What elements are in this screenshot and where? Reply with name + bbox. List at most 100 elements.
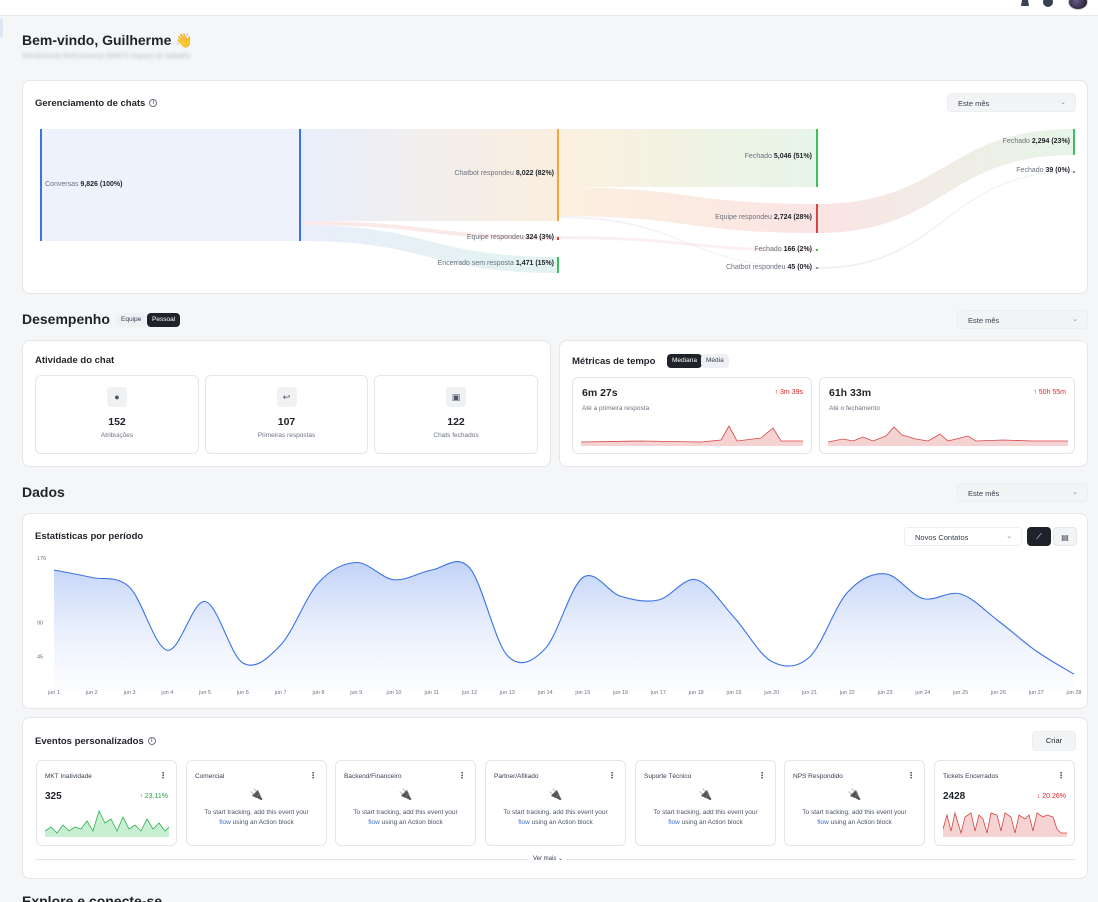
events-title: Eventos personalizados	[35, 736, 144, 747]
sankey-node	[816, 204, 818, 233]
plug-icon: 🔌	[249, 789, 264, 801]
sankey-node-label: Fechado 39 (0%)	[1016, 167, 1070, 174]
sankey-node	[816, 267, 818, 269]
y-tick-label: 90	[37, 621, 43, 627]
x-tick-label: jun 7	[274, 690, 287, 696]
toggle-equipe[interactable]: Equipe	[116, 313, 147, 327]
chats-management-title: Gerenciamento de chats	[35, 98, 146, 109]
line-chart-icon: ⟋	[1036, 532, 1042, 541]
sankey-node	[1073, 171, 1075, 173]
stat-primeiras-respostas: ↩ 107 Primeiras respostas	[205, 375, 368, 454]
dados-period-select[interactable]: Este mês ⌄	[957, 483, 1088, 502]
metric-select[interactable]: Novos Contatos ⌄	[904, 527, 1022, 546]
chevron-down-icon: ⌄	[558, 856, 564, 862]
area-chart: 176 90 45 jun 1 jun 2 jun 3 jun 4 jun 5 jun 6 ju…	[37, 556, 1082, 696]
sankey-node-label: Fechado 166 (2%)	[754, 246, 812, 253]
event-card: MKT Inatividade ⋮ 325 ↑ 23.11%	[36, 760, 177, 846]
plug-icon: 🔌	[548, 789, 563, 801]
x-tick-label: jun 2	[85, 690, 98, 696]
sankey-node	[557, 237, 559, 240]
sankey-flow	[300, 129, 558, 221]
sparkline	[943, 811, 1067, 837]
sankey-flow	[558, 216, 817, 269]
bell-icon[interactable]	[1020, 0, 1030, 8]
sparkline	[581, 425, 803, 446]
flow-link[interactable]: flow	[518, 819, 530, 826]
flow-link[interactable]: flow	[368, 819, 380, 826]
stats-title: Estatísticas por período	[35, 531, 144, 542]
x-tick-label: jun 27	[1028, 690, 1044, 696]
x-tick-label: jun 20	[763, 690, 779, 696]
toggle-mediana[interactable]: Mediana	[667, 354, 702, 368]
sankey-node-label: Fechado 2,294 (23%)	[1002, 138, 1070, 145]
event-card: Backend/Financeiro ⋮ 🔌 To start tracking…	[335, 760, 476, 846]
x-tick-label: jun 11	[423, 690, 439, 696]
more-icon[interactable]: ⋮	[907, 771, 915, 780]
x-tick-label: jun 24	[914, 690, 930, 696]
x-tick-label: jun 17	[650, 690, 666, 696]
sankey-node-label: Conversas 9,826 (100%)	[45, 181, 123, 188]
stat-chats-fechados: ▣ 122 Chats fechados	[374, 375, 538, 454]
x-tick-label: jun 4	[160, 690, 173, 696]
plug-icon: 🔌	[847, 789, 862, 801]
chevron-down-icon: ⌄	[1072, 489, 1078, 496]
flow-link[interactable]: flow	[817, 819, 829, 826]
metricas-card: Métricas de tempo Mediana Média 6m 27s A…	[559, 340, 1088, 467]
more-icon[interactable]: ⋮	[309, 771, 317, 780]
sankey-node	[557, 129, 559, 221]
flow-link[interactable]: flow	[219, 819, 231, 826]
workspace-subtitle: Atendimento BotConversa 309875 espaço de…	[22, 53, 191, 60]
event-card: Tickets Encerrados ⋮ 2428 ↓ 20.26%	[934, 760, 1075, 846]
x-tick-label: jun 18	[688, 690, 704, 696]
help-icon[interactable]	[1043, 0, 1053, 8]
flow-link[interactable]: flow	[668, 819, 680, 826]
sidebar-edge	[0, 18, 3, 38]
more-icon[interactable]: ⋮	[458, 771, 466, 780]
toggle-media[interactable]: Média	[701, 354, 729, 368]
stat-atribuicoes: ● 152 Atribuições	[35, 375, 199, 454]
line-chart-toggle[interactable]: ⟋	[1027, 527, 1051, 546]
x-tick-label: jun 15	[574, 690, 590, 696]
event-card: NPS Respondido ⋮ 🔌 To start tracking, ad…	[784, 760, 925, 846]
more-icon[interactable]: ⋮	[608, 771, 616, 780]
see-more-button[interactable]: Ver mais ⌄	[529, 855, 568, 862]
desempenho-title: Desempenho	[22, 311, 110, 327]
sankey-node-label: Chatbot respondeu 8,022 (82%)	[454, 170, 554, 177]
more-icon[interactable]: ⋮	[1057, 771, 1065, 780]
plug-icon: 🔌	[698, 789, 713, 801]
atividade-title: Atividade do chat	[35, 355, 115, 366]
sankey-node-label: Encerrado sem resposta 1,471 (15%)	[437, 260, 554, 267]
sparkline	[828, 426, 1068, 446]
sankey-node-label: Fechado 5,046 (51%)	[744, 153, 812, 160]
metricas-title: Métricas de tempo	[572, 356, 656, 367]
x-tick-label: jun 13	[499, 690, 515, 696]
atividade-card: Atividade do chat ● 152 Atribuições ↩ 10…	[22, 340, 551, 467]
chats-period-select[interactable]: Este mês ⌄	[947, 93, 1076, 112]
x-tick-label: jun 1	[47, 690, 60, 696]
desempenho-period-select[interactable]: Este mês ⌄	[957, 310, 1088, 329]
reply-icon: ↩	[276, 387, 297, 407]
sankey-node-label: Chatbot respondeu 45 (0%)	[725, 264, 812, 271]
top-bar	[0, 0, 1098, 16]
sankey-node	[299, 129, 301, 241]
sankey-flow	[558, 187, 817, 233]
event-card: Partner/Afiliado ⋮ 🔌 To start tracking, …	[485, 760, 626, 846]
create-event-button[interactable]: Criar	[1032, 731, 1076, 751]
x-tick-label: jun 6	[236, 690, 249, 696]
bar-chart-icon: ▤	[1061, 533, 1069, 542]
metric-primeira-resposta: 6m 27s Até a primeira resposta ↑ 3m 39s	[572, 377, 812, 454]
person-icon: ●	[107, 387, 127, 407]
more-icon[interactable]: ⋮	[758, 771, 766, 780]
info-icon[interactable]: i	[147, 737, 156, 746]
more-icon[interactable]: ⋮	[159, 771, 167, 780]
avatar[interactable]	[1068, 0, 1088, 10]
x-tick-label: jun 14	[537, 690, 553, 696]
event-card: Suporte Técnico ⋮ 🔌 To start tracking, a…	[635, 760, 776, 846]
chats-management-card: Gerenciamento de chats i Este mês ⌄	[22, 80, 1088, 294]
bar-chart-toggle[interactable]: ▤	[1053, 527, 1077, 546]
x-tick-label: jun 9	[349, 690, 362, 696]
toggle-pessoal[interactable]: Pessoal	[147, 313, 181, 327]
sankey-node	[1073, 129, 1075, 155]
x-tick-label: jun 10	[386, 690, 402, 696]
sankey-flow	[41, 129, 300, 241]
